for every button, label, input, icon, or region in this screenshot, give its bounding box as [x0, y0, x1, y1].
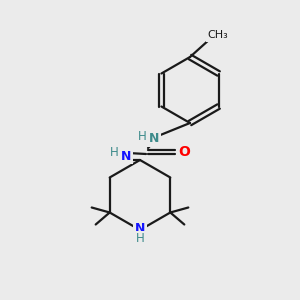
Text: N: N — [135, 221, 145, 235]
Text: CH₃: CH₃ — [208, 30, 228, 40]
Text: H: H — [136, 232, 144, 245]
Text: H: H — [110, 146, 118, 160]
Text: H: H — [138, 130, 146, 143]
Text: N: N — [121, 149, 131, 163]
Text: O: O — [178, 145, 190, 159]
Text: N: N — [149, 133, 159, 146]
